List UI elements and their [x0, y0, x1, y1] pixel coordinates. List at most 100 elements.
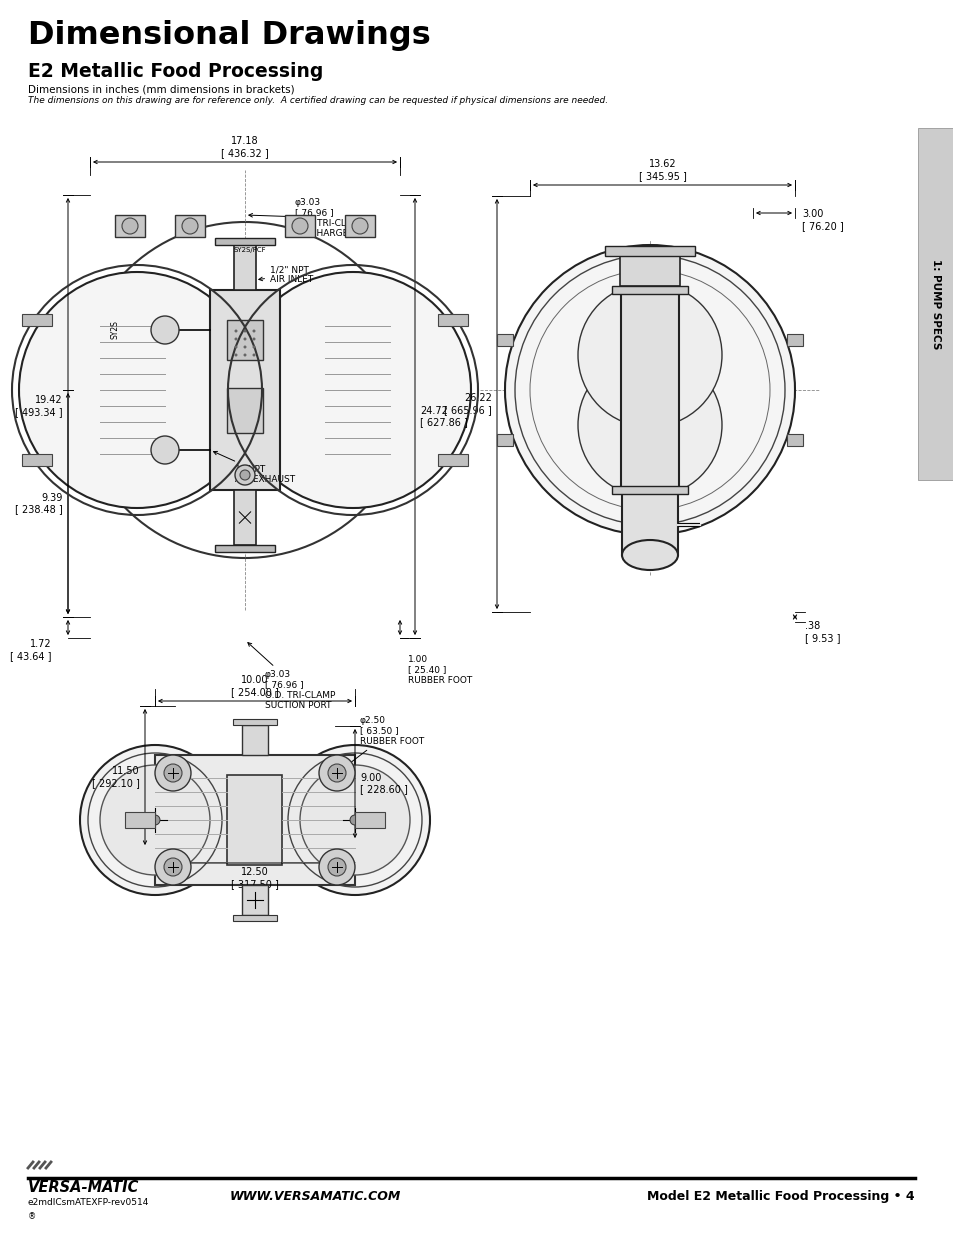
Text: Dimensions in inches (mm dimensions in brackets): Dimensions in inches (mm dimensions in b…	[28, 84, 294, 94]
Bar	[917, 128, 953, 480]
Bar	[786, 433, 802, 446]
Text: .38
[ 9.53 ]: .38 [ 9.53 ]	[804, 621, 840, 642]
Circle shape	[164, 858, 182, 876]
Circle shape	[154, 848, 191, 885]
Circle shape	[234, 337, 237, 341]
Circle shape	[80, 745, 230, 895]
Bar	[497, 433, 513, 446]
Circle shape	[182, 219, 198, 233]
Bar	[620, 290, 679, 490]
Circle shape	[243, 337, 246, 341]
Circle shape	[253, 346, 255, 348]
Circle shape	[234, 353, 237, 357]
Bar	[242, 725, 268, 755]
Text: 1/2" NPT
AIR INLET: 1/2" NPT AIR INLET	[258, 266, 313, 284]
Circle shape	[253, 330, 255, 332]
Circle shape	[578, 283, 721, 427]
Text: 1.72
[ 43.64 ]: 1.72 [ 43.64 ]	[10, 640, 52, 661]
Circle shape	[253, 353, 255, 357]
Text: e2mdlCsmATEXFP-rev0514: e2mdlCsmATEXFP-rev0514	[28, 1198, 150, 1207]
Circle shape	[151, 436, 179, 464]
Circle shape	[299, 764, 410, 876]
Circle shape	[234, 466, 254, 485]
Circle shape	[234, 346, 237, 348]
Text: Dimensional Drawings: Dimensional Drawings	[28, 20, 431, 51]
Text: The dimensions on this drawing are for reference only.  A certified drawing can : The dimensions on this drawing are for r…	[28, 96, 607, 105]
Circle shape	[243, 346, 246, 348]
Text: ®: ®	[28, 1212, 36, 1221]
Text: WWW.VERSAMATIC.COM: WWW.VERSAMATIC.COM	[230, 1191, 401, 1203]
Bar	[619, 256, 679, 287]
Text: SY2S/PCF: SY2S/PCF	[233, 247, 266, 253]
Circle shape	[19, 272, 254, 508]
Bar	[355, 811, 385, 827]
Text: SY2S: SY2S	[111, 321, 119, 340]
Circle shape	[328, 764, 346, 782]
Ellipse shape	[621, 540, 678, 571]
Text: E2 Metallic Food Processing: E2 Metallic Food Processing	[28, 62, 323, 82]
Circle shape	[164, 764, 182, 782]
Bar	[604, 246, 695, 256]
Circle shape	[243, 353, 246, 357]
Bar	[437, 454, 468, 466]
Text: 1: PUMP SPECS: 1: PUMP SPECS	[930, 259, 940, 350]
Text: Model E2 Metallic Food Processing • 4: Model E2 Metallic Food Processing • 4	[647, 1191, 914, 1203]
Circle shape	[122, 219, 138, 233]
Circle shape	[352, 219, 368, 233]
Text: 26.22
[ 665.96 ]: 26.22 [ 665.96 ]	[444, 393, 492, 415]
Circle shape	[350, 815, 359, 825]
Text: 9.39
[ 238.48 ]: 9.39 [ 238.48 ]	[15, 493, 63, 514]
Bar	[125, 811, 154, 827]
Circle shape	[318, 848, 355, 885]
Text: VERSA-MATIC: VERSA-MATIC	[28, 1179, 139, 1195]
Text: 11.50
[ 292.10 ]: 11.50 [ 292.10 ]	[92, 766, 140, 788]
Bar	[612, 487, 687, 494]
Text: 13.62
[ 345.95 ]: 13.62 [ 345.95 ]	[638, 159, 686, 182]
Bar	[210, 290, 280, 490]
Bar	[233, 719, 276, 725]
Circle shape	[253, 337, 255, 341]
Bar	[612, 287, 687, 294]
Circle shape	[243, 330, 246, 332]
Bar	[227, 320, 263, 359]
Bar	[233, 915, 276, 921]
Circle shape	[578, 353, 721, 496]
Circle shape	[151, 316, 179, 345]
Circle shape	[292, 219, 308, 233]
Bar	[233, 490, 255, 545]
Bar	[115, 215, 145, 237]
Bar	[497, 333, 513, 346]
Text: 10.00
[ 254.00 ]: 10.00 [ 254.00 ]	[231, 676, 278, 697]
Text: 3.00
[ 76.20 ]: 3.00 [ 76.20 ]	[801, 209, 842, 231]
Bar	[227, 776, 282, 864]
Text: φ3.03
[ 76.96 ]
O.D. TRI-CLAMP
DISCHARGE PORT: φ3.03 [ 76.96 ] O.D. TRI-CLAMP DISCHARGE…	[249, 198, 375, 238]
Circle shape	[328, 858, 346, 876]
Text: 1" NPT
AIR EXHAUST: 1" NPT AIR EXHAUST	[213, 452, 294, 484]
Bar	[227, 388, 263, 432]
Bar	[285, 215, 314, 237]
Circle shape	[234, 272, 471, 508]
Bar	[214, 545, 274, 552]
Text: 17.18
[ 436.32 ]: 17.18 [ 436.32 ]	[221, 136, 269, 158]
Bar	[242, 885, 268, 915]
Circle shape	[504, 245, 794, 535]
Bar	[345, 215, 375, 237]
Bar	[214, 238, 274, 245]
Bar	[786, 333, 802, 346]
Bar	[233, 245, 255, 290]
Bar	[437, 314, 468, 326]
Text: φ2.50
[ 63.50 ]
RUBBER FOOT: φ2.50 [ 63.50 ] RUBBER FOOT	[339, 716, 424, 771]
Bar	[621, 490, 678, 555]
Circle shape	[318, 755, 355, 790]
Bar	[154, 755, 355, 885]
Bar	[22, 454, 52, 466]
Text: 9.00
[ 228.60 ]: 9.00 [ 228.60 ]	[359, 773, 408, 794]
Bar	[22, 314, 52, 326]
Text: 19.42
[ 493.34 ]: 19.42 [ 493.34 ]	[15, 395, 63, 416]
Text: φ3.03
[ 76.96 ]
O.D. TRI-CLAMP
SUCTION PORT: φ3.03 [ 76.96 ] O.D. TRI-CLAMP SUCTION P…	[248, 642, 335, 710]
Text: 1.00
[ 25.40 ]
RUBBER FOOT: 1.00 [ 25.40 ] RUBBER FOOT	[408, 655, 472, 684]
Circle shape	[280, 745, 430, 895]
Circle shape	[100, 764, 210, 876]
Text: 12.50
[ 317.50 ]: 12.50 [ 317.50 ]	[231, 867, 278, 889]
Circle shape	[234, 330, 237, 332]
